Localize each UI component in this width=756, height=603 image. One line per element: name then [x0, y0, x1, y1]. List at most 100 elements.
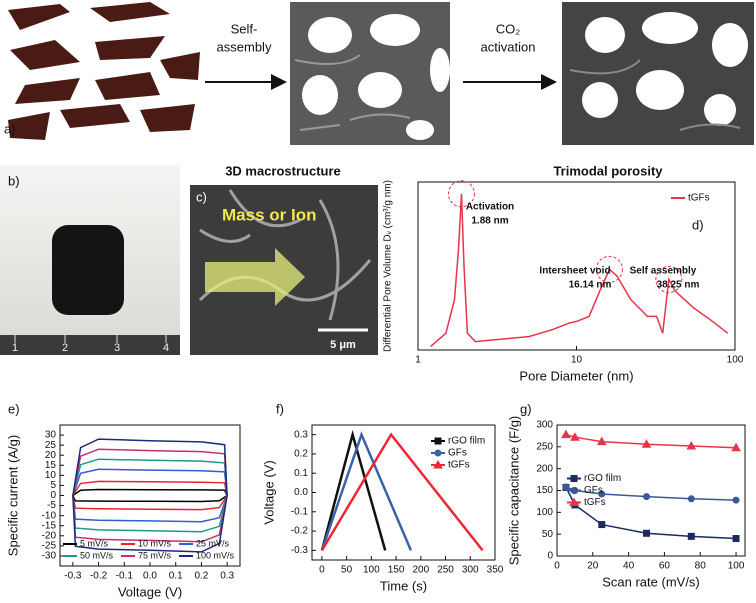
marker: [641, 439, 652, 448]
series-line: [565, 433, 737, 449]
annotation: 16.14 nm: [569, 280, 612, 291]
legend-label: rGO film: [448, 436, 485, 447]
y-tick-label: -0.3: [291, 545, 309, 556]
y-axis-label: Voltage (V): [261, 460, 276, 524]
panel-label: c): [196, 189, 207, 204]
y-tick-label: 250: [536, 441, 553, 452]
x-tick-label: 0.3: [220, 571, 234, 582]
arrow-label: activation: [481, 39, 536, 54]
x-tick-label: 0.1: [169, 571, 183, 582]
x-axis-label: Time (s): [380, 578, 427, 593]
x-tick-label: 0: [319, 565, 325, 576]
marker: [570, 432, 580, 441]
legend-label: 100 mV/s: [196, 550, 235, 560]
panel-label: d): [692, 217, 704, 232]
y-tick-label: 25: [45, 440, 57, 451]
x-tick-label: 80: [695, 561, 707, 572]
marker: [687, 495, 695, 503]
x-tick-label: 1: [415, 355, 421, 366]
y-tick-label: -20: [42, 530, 57, 541]
marker: [433, 459, 443, 469]
panel-title: 3D macrostructure: [225, 163, 341, 178]
x-tick-label: 0.0: [143, 571, 157, 582]
y-tick-label: 15: [45, 460, 57, 471]
ruler-label: 4: [163, 342, 169, 354]
y-tick-label: 300: [536, 420, 553, 431]
y-tick-label: 20: [45, 450, 57, 461]
legend-label: tGFs: [584, 497, 606, 508]
activated-network-image: [562, 2, 754, 145]
series-line: [430, 193, 729, 348]
x-tick-label: -0.1: [116, 571, 134, 582]
legend-label: tGFs: [688, 193, 710, 204]
x-tick-label: 60: [659, 561, 671, 572]
y-tick-label: -25: [42, 540, 57, 551]
annotation: 38.25 nm: [657, 280, 700, 291]
x-tick-label: 50: [341, 565, 353, 576]
peak-highlight: [595, 255, 623, 283]
y-axis-label: Specific current (A/g): [5, 435, 20, 556]
scale-bar-label: 5 μm: [330, 339, 356, 351]
photo: [0, 165, 180, 355]
annotation: Intersheet void: [539, 266, 610, 277]
panel-label: a): [4, 121, 16, 136]
y-tick-label: -0.2: [291, 526, 309, 537]
arrow-label: Self-: [231, 21, 258, 36]
series-line: [72, 448, 228, 543]
y-tick-label: 0.1: [294, 468, 308, 479]
marker: [732, 535, 740, 543]
y-tick-label: -0.1: [291, 506, 309, 517]
x-tick-label: -0.3: [64, 571, 82, 582]
ruler-label: 2: [62, 342, 68, 354]
y-tick-label: -5: [47, 500, 56, 511]
marker: [561, 429, 571, 439]
series-line: [72, 468, 228, 523]
y-tick-label: 50: [542, 529, 554, 540]
y-tick-label: 5: [50, 480, 56, 491]
marker: [570, 475, 578, 482]
marker: [596, 436, 607, 446]
series-line: [320, 431, 413, 551]
x-tick-label: 40: [623, 561, 635, 572]
panel-label: e): [8, 401, 20, 416]
panel-label: b): [8, 173, 20, 188]
legend-label: GFs: [448, 448, 467, 459]
series-line: [320, 429, 387, 551]
sem-label: Mass or Ion: [222, 205, 316, 224]
x-tick-label: 20: [587, 561, 599, 572]
y-tick-label: 0.3: [294, 429, 308, 440]
legend-label: 25 mV/s: [196, 538, 230, 548]
x-tick-label: 100: [363, 565, 380, 576]
y-tick-label: 0.0: [294, 487, 308, 498]
legend-label: rGO film: [584, 473, 621, 484]
series-line: [72, 480, 228, 511]
peak-highlight: [655, 265, 683, 293]
series-line: [72, 438, 228, 553]
y-axis-label: Specific capacitance (F/g): [506, 416, 521, 566]
marker: [731, 442, 741, 452]
y-tick-label: 200: [536, 463, 553, 474]
x-tick-label: 200: [412, 565, 429, 576]
y-tick-label: 150: [536, 485, 553, 496]
marker: [643, 493, 651, 501]
legend-label: 10 mV/s: [138, 538, 172, 548]
marker: [598, 490, 606, 498]
y-tick-label: 10: [45, 470, 57, 481]
legend-label: tGFs: [448, 460, 470, 471]
marker: [686, 440, 697, 450]
x-tick-label: 0: [554, 561, 560, 572]
x-tick-label: -0.2: [90, 571, 108, 582]
sem-image: [190, 185, 378, 355]
marker: [732, 496, 740, 504]
x-tick-label: 350: [487, 565, 504, 576]
x-axis-label: Voltage (V): [118, 584, 182, 599]
x-tick-label: 100: [727, 355, 744, 366]
flakes-image: [8, 2, 200, 140]
series-line: [320, 432, 484, 552]
panel-label: g): [520, 401, 532, 416]
marker: [569, 497, 579, 506]
x-axis-label: Scan rate (mV/s): [602, 574, 700, 589]
peak-highlight: [447, 180, 475, 208]
marker: [434, 449, 442, 457]
panel-label: f): [276, 401, 284, 416]
